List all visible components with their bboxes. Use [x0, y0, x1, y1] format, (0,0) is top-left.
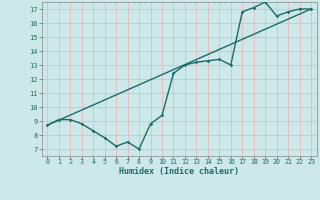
X-axis label: Humidex (Indice chaleur): Humidex (Indice chaleur) — [119, 167, 239, 176]
